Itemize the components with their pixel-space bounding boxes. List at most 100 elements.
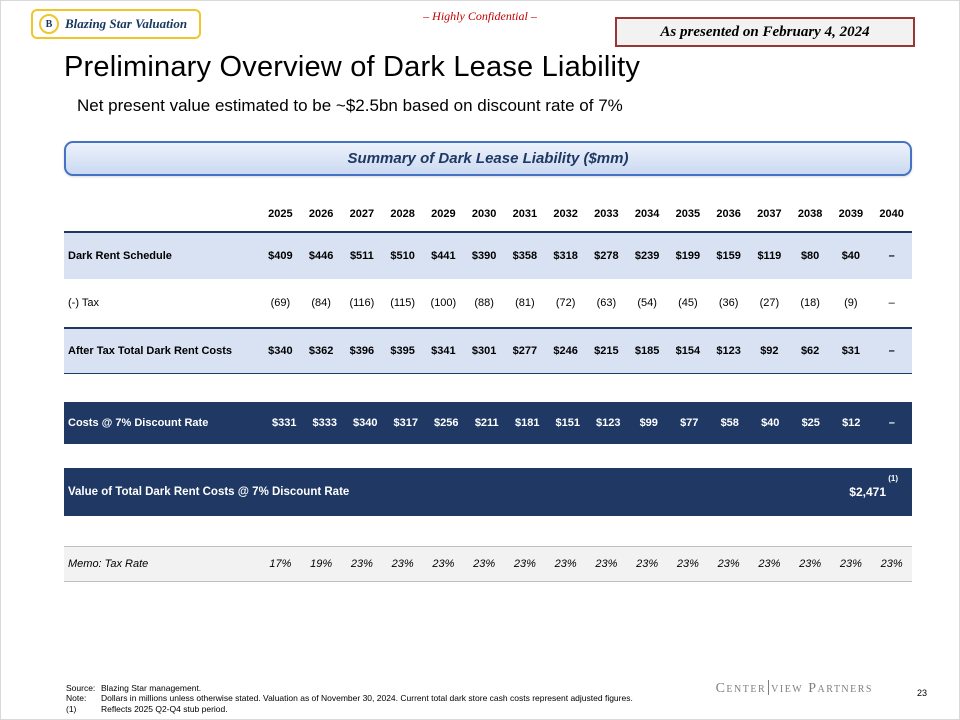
value-cell: $362 [308,345,334,357]
brand-part-1: Center [715,681,767,696]
value-cell: $211 [474,417,499,429]
year-header: 2032 [553,208,578,220]
value-cell: $331 [272,417,297,429]
value-cell: $25 [801,417,820,429]
value-cell: $80 [800,250,820,262]
row-label: Costs @ 7% Discount Rate [68,417,209,429]
year-header: 2036 [716,208,741,220]
value-cell: $396 [349,345,375,357]
value-cell: $199 [675,250,701,262]
value-cell: $119 [757,250,782,262]
row-total-value: Value of Total Dark Rent Costs @ 7% Disc… [64,468,912,516]
value-cell: $340 [353,417,378,429]
presented-date-box: As presented on February 4, 2024 [615,17,915,47]
value-cell: (100) [430,297,457,309]
value-cell: 23% [473,558,496,570]
value-cell: $318 [553,250,578,262]
source-line: Source: Blazing Star management. [66,683,633,694]
value-cell: (81) [515,297,535,309]
value-cell: (116) [349,297,375,309]
year-header: 2038 [797,208,823,220]
value-cell: – [888,297,895,309]
value-cell: – [888,417,895,429]
year-header: 2040 [879,208,904,220]
value-cell: $123 [596,417,621,429]
note-text: Dollars in millions unless otherwise sta… [101,693,633,703]
value-cell: $246 [553,345,578,357]
value-cell: $154 [675,345,701,357]
value-cell: $123 [716,345,741,357]
value-cell: 23% [350,558,373,570]
footnote-1-text: Reflects 2025 Q2-Q4 stub period. [101,703,228,714]
row-discounted-costs: Costs @ 7% Discount Rate $331 $333 $340 $317… [64,402,912,444]
row-label: Memo: Tax Rate [68,558,149,570]
value-cell: $256 [434,417,459,429]
value-cell: 23% [676,558,699,570]
value-cell: $62 [800,345,820,357]
row-memo-tax-rate: Memo: Tax Rate 17% 19% 23% 23% 23% 23% 23% 23% 23… [64,546,912,582]
year-header: 2039 [838,208,864,220]
value-cell: (63) [596,297,617,309]
value-cell: (18) [800,297,820,309]
value-cell: $215 [594,345,619,357]
year-header: 2025 [268,208,293,220]
value-cell: $278 [594,250,619,262]
value-cell: $441 [431,250,456,262]
year-header: 2028 [390,208,415,220]
value-cell: 23% [432,558,455,570]
value-cell: $409 [268,250,293,262]
row-label: Value of Total Dark Rent Costs @ 7% Disc… [68,486,350,498]
value-cell: 23% [636,558,659,570]
value-cell: $185 [634,345,660,357]
table-title: Summary of Dark Lease Liability ($mm) [64,141,912,176]
footnote-1-line: (1) Reflects 2025 Q2-Q4 stub period. [66,704,633,715]
value-cell: 23% [799,558,822,570]
value-cell: $40 [841,250,861,262]
value-cell: 23% [717,558,740,570]
value-cell: (72) [555,297,576,309]
year-header: 2030 [471,208,497,220]
value-cell: $511 [349,250,374,262]
row-tax: (-) Tax (69) (84) (116) (115) (100) (88) (81) (7… [64,279,912,327]
row-label: Dark Rent Schedule [68,250,172,262]
value-cell: $181 [515,417,540,429]
page-subtitle: Net present value estimated to be ~$2.5b… [77,96,623,115]
value-cell: $99 [639,417,658,429]
value-cell: $317 [393,417,418,429]
value-cell: $301 [471,345,497,357]
value-cell: $510 [390,250,415,262]
year-header: 2034 [634,208,660,220]
footnote-1-label: (1) [66,703,77,714]
value-cell: $341 [431,345,456,357]
page-title: Preliminary Overview of Dark Lease Liabi… [64,51,641,83]
value-cell: (45) [678,297,698,309]
brand-part-2: view Partners [771,681,873,696]
page-number: 23 [916,688,927,698]
value-cell: – [888,345,895,357]
value-cell: $77 [680,417,699,429]
row-label: (-) Tax [68,297,99,309]
value-cell: $340 [268,345,293,357]
row-dark-rent-schedule: Dark Rent Schedule $409 $446 $511 $510 $441 $3… [64,233,912,279]
value-cell: $358 [512,250,538,262]
logo-badge-icon: B [39,14,59,34]
year-header: 2031 [512,208,538,220]
year-header: 2033 [594,208,619,220]
value-cell: 19% [310,558,333,570]
year-header-row: 2025 2026 2027 2028 2029 2030 2031 2032 2033 2034… [64,197,912,233]
company-logo: B Blazing Star Valuation [31,9,202,39]
value-cell: $58 [720,417,739,429]
value-cell: (84) [311,297,331,309]
value-cell: 23% [758,558,781,570]
value-cell: $92 [760,345,779,357]
value-cell: (36) [718,297,739,309]
value-cell: 17% [269,558,292,570]
year-header: 2037 [757,208,782,220]
value-cell: $151 [555,417,580,429]
value-cell: (54) [637,297,657,309]
year-header: 2027 [349,208,375,220]
value-cell: 23% [880,558,903,570]
footnote-ref: (1) [888,474,898,483]
value-cell: $12 [842,417,861,429]
value-cell: $446 [308,250,334,262]
